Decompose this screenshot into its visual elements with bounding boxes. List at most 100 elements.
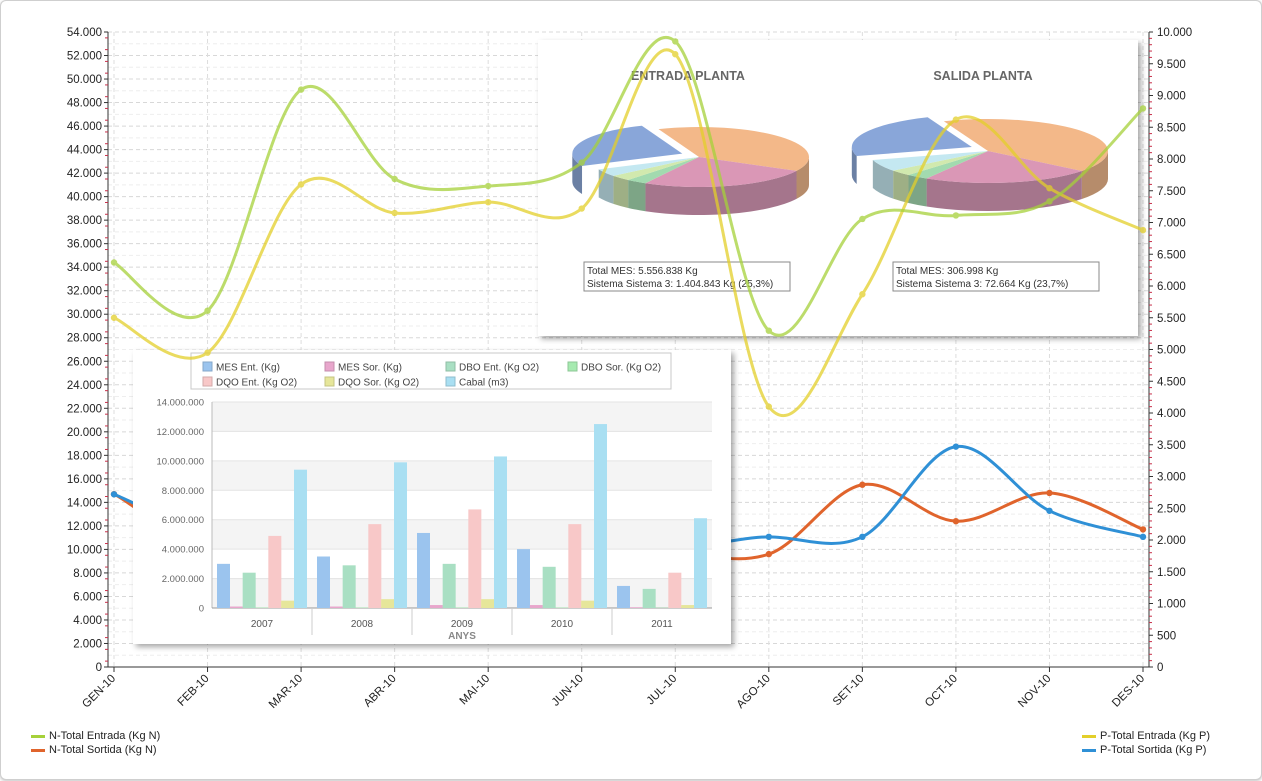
tick-label: 7.000 — [1157, 218, 1186, 230]
bar — [417, 532, 430, 608]
legend-label: DBO Ent. (Kg O2) — [459, 363, 539, 374]
legend-label: MES Sor. (Kg) — [338, 363, 402, 374]
legend-item-p-sortida[interactable]: P-Total Sortida (Kg P) — [1082, 743, 1210, 757]
tick-label: GEN-10 — [80, 673, 118, 711]
data-point — [859, 533, 866, 541]
bar — [429, 605, 443, 608]
data-point — [952, 212, 960, 219]
data-point — [391, 209, 398, 217]
tick-label: 4.500 — [1157, 376, 1186, 388]
tick-label: 16.000 — [67, 474, 102, 486]
bar — [329, 606, 343, 608]
legend-label: DBO Sor. (Kg O2) — [581, 363, 661, 374]
legend-item-n-sortida[interactable]: N-Total Sortida (Kg N) — [31, 743, 160, 757]
bar — [481, 599, 495, 608]
tick-label: 1.500 — [1157, 567, 1186, 579]
bar — [394, 462, 407, 608]
bar — [368, 524, 382, 608]
data-point — [578, 159, 585, 166]
band — [212, 460, 712, 491]
bar — [668, 572, 682, 608]
pie-slice — [943, 119, 1108, 171]
data-point — [204, 307, 211, 314]
legend-swatch — [324, 361, 335, 372]
tick-label: 8.000 — [1157, 154, 1186, 166]
tick-label: 28.000 — [67, 333, 102, 345]
pie-slice — [851, 117, 972, 157]
category-label: 2008 — [351, 619, 374, 630]
tick-label: 1.000 — [1157, 599, 1186, 611]
data-point — [1046, 185, 1053, 192]
data-point — [1139, 105, 1147, 112]
tick-label: AGO-10 — [735, 673, 773, 711]
legend-item-p-entrada[interactable]: P-Total Entrada (Kg P) — [1082, 729, 1210, 743]
tick-label: 6.000 — [73, 591, 102, 603]
legend-label: P-Total Sortida (Kg P) — [1100, 744, 1207, 756]
pie-slice-side — [613, 175, 629, 208]
tick-label: 12.000 — [67, 521, 102, 533]
category-label: 2010 — [551, 619, 574, 630]
bar — [529, 605, 543, 608]
bar — [468, 509, 482, 608]
tooltip-box — [892, 261, 1100, 292]
data-point — [672, 51, 679, 58]
tick-label: SET-10 — [831, 673, 867, 709]
legend-item-n-entrada[interactable]: N-Total Entrada (Kg N) — [31, 729, 160, 743]
tick-label: 46.000 — [67, 121, 102, 133]
pie-slice-side — [1081, 151, 1108, 199]
bar — [442, 563, 456, 608]
bar — [642, 588, 656, 608]
pie-slice — [658, 127, 809, 171]
pie-slice — [893, 151, 988, 175]
data-point — [765, 550, 773, 558]
bar — [568, 524, 582, 608]
tick-label: 36.000 — [67, 239, 102, 251]
tick-label: 4.000 — [73, 615, 102, 627]
legend-swatch — [324, 376, 335, 387]
bar — [342, 565, 356, 608]
pie-slice — [872, 151, 988, 171]
y-axis-left: 0 2.000 4.000 6.000 8.000 10.000 12.000 14.000 1… — [67, 27, 108, 674]
tick-label: 18.000 — [67, 450, 102, 462]
tooltip-line: Sistema Sistema 3: 72.664 Kg (23,7%) — [896, 279, 1068, 290]
bar — [317, 556, 330, 608]
tick-label: 3.500 — [1157, 440, 1186, 452]
data-point — [765, 403, 773, 410]
legend-swatch — [445, 361, 456, 372]
data-point — [484, 182, 492, 190]
data-point — [484, 198, 492, 206]
tick-label: 5.500 — [1157, 313, 1186, 325]
tick-label: 40.000 — [67, 192, 102, 204]
pie-slice — [645, 157, 797, 187]
data-point — [765, 327, 773, 334]
pie-slice — [613, 157, 699, 180]
pie-slice-side — [926, 170, 1082, 211]
tick-label: 24.000 — [67, 380, 102, 392]
data-point — [1046, 489, 1053, 497]
bar — [229, 606, 243, 608]
tick-label: 8.000.000 — [162, 486, 204, 497]
pie-slice-side — [908, 174, 927, 207]
bar-chart-panel: 0 2.000.000 4.000.000 6.000.000 8.000.000 10.… — [133, 350, 731, 644]
tick-label: 14.000 — [67, 497, 102, 509]
tick-label: 30.000 — [67, 309, 102, 321]
pie-tooltip: Total MES: 306.998 Kg Sistema Sistema 3: … — [892, 261, 1100, 292]
data-point — [204, 349, 211, 356]
tick-label: 500 — [1157, 630, 1176, 642]
pie-slice — [926, 151, 1082, 183]
tick-label: 10.000.000 — [156, 456, 204, 467]
tick-label: 22.000 — [67, 403, 102, 415]
tick-label: 0 — [1157, 662, 1163, 674]
series-0 — [110, 36, 1147, 337]
tick-label: 5.000 — [1157, 345, 1186, 357]
legend-label: DQO Ent. (Kg O2) — [216, 378, 297, 389]
pie-slice-side — [628, 179, 646, 212]
pie-slice-side — [851, 147, 857, 185]
bar — [294, 469, 307, 608]
legend-swatch — [202, 361, 213, 372]
category-label: 2007 — [251, 619, 274, 630]
tooltip-line: Total MES: 306.998 Kg — [896, 266, 998, 277]
